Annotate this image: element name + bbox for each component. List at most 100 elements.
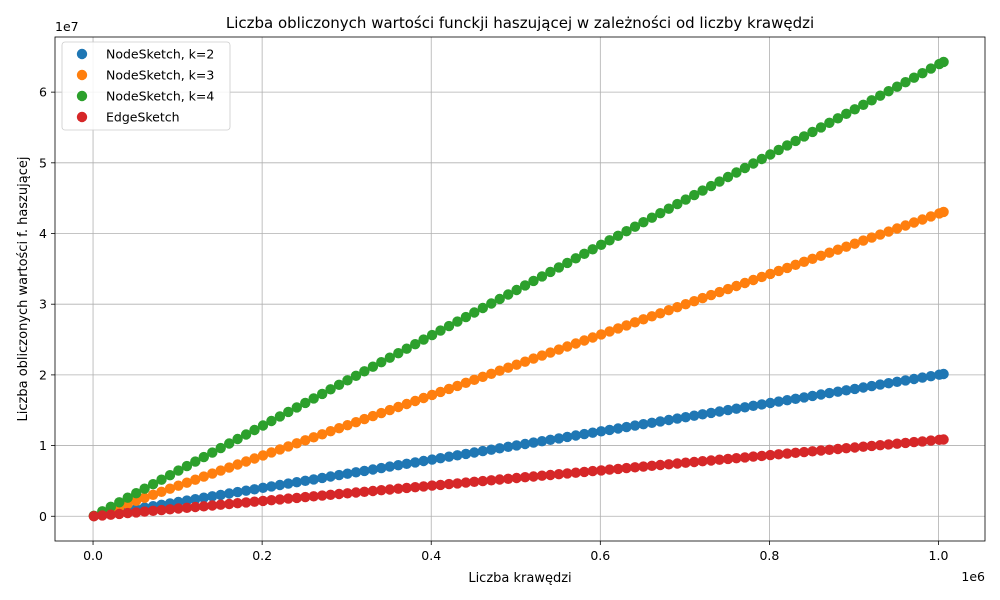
data-point — [300, 397, 311, 409]
data-point — [147, 479, 159, 490]
data-point — [562, 257, 573, 269]
data-point — [832, 113, 844, 124]
data-point — [426, 389, 438, 401]
data-point — [503, 441, 514, 452]
data-point — [629, 462, 641, 473]
data-point — [486, 475, 497, 486]
data-point — [486, 368, 497, 379]
data-point — [875, 229, 886, 240]
data-point — [604, 424, 615, 436]
data-point — [798, 131, 810, 142]
data-point — [638, 217, 649, 228]
data-point — [317, 388, 328, 400]
data-point — [832, 443, 844, 455]
data-point — [655, 459, 666, 471]
data-point — [224, 462, 235, 473]
data-point — [410, 339, 421, 350]
data-point — [621, 226, 632, 237]
data-point — [426, 454, 438, 465]
data-point — [663, 414, 674, 426]
data-point — [460, 448, 472, 460]
data-point — [773, 396, 784, 407]
data-point — [257, 495, 269, 507]
data-point — [689, 296, 700, 307]
data-point — [249, 496, 260, 507]
data-point — [410, 395, 421, 407]
data-point — [587, 427, 598, 438]
data-point — [553, 262, 565, 273]
data-point — [469, 307, 480, 318]
data-point — [122, 507, 133, 519]
data-point — [765, 268, 776, 280]
data-point — [164, 470, 176, 481]
data-point — [426, 329, 438, 341]
data-point — [181, 495, 193, 506]
data-point — [452, 380, 463, 392]
data-point — [131, 507, 142, 518]
data-point — [384, 404, 395, 416]
x-tick-label: 0.8 — [759, 548, 779, 563]
data-point — [705, 289, 717, 301]
data-point — [841, 443, 852, 454]
data-point — [938, 206, 949, 218]
data-point — [908, 72, 920, 83]
data-point — [731, 453, 742, 464]
data-point — [435, 479, 446, 491]
data-point — [266, 495, 277, 506]
data-point — [240, 485, 252, 496]
data-point — [748, 274, 759, 286]
plot-frame — [54, 36, 986, 542]
data-point — [359, 366, 370, 377]
data-point — [359, 465, 370, 477]
data-point — [832, 386, 844, 397]
data-point — [663, 459, 674, 470]
data-point — [705, 455, 717, 466]
data-point — [875, 90, 886, 101]
data-point — [105, 509, 117, 520]
data-point — [317, 472, 328, 484]
data-point — [401, 458, 412, 469]
data-point — [291, 402, 302, 413]
data-point — [908, 217, 920, 228]
data-point — [756, 153, 767, 165]
data-point — [300, 491, 311, 503]
data-point — [257, 450, 269, 461]
data-point — [731, 280, 742, 292]
data-point — [519, 356, 531, 367]
data-point — [604, 464, 615, 475]
data-point — [545, 266, 556, 278]
data-point — [443, 320, 455, 332]
data-point — [900, 220, 911, 231]
data-point — [790, 259, 801, 270]
data-point — [553, 433, 565, 444]
data-point — [477, 302, 488, 314]
y-axis-label: Liczba obliczonych wartości f. haszujące… — [16, 157, 31, 422]
data-point — [494, 474, 505, 485]
data-point — [587, 244, 598, 255]
data-point — [579, 248, 590, 259]
data-point — [198, 492, 209, 503]
data-point — [765, 397, 776, 409]
data-point — [308, 432, 319, 443]
data-point — [325, 384, 336, 395]
data-point — [443, 478, 455, 490]
data-point — [435, 325, 446, 336]
data-point — [511, 284, 522, 296]
x-tick-label: 0.2 — [252, 548, 272, 563]
data-point — [765, 149, 776, 160]
data-point — [266, 415, 277, 427]
data-point — [866, 95, 877, 106]
data-point — [938, 56, 949, 68]
data-point — [714, 454, 725, 465]
data-point — [511, 472, 522, 484]
data-point — [596, 329, 607, 340]
data-point — [503, 289, 514, 300]
data-point — [511, 359, 522, 370]
data-point — [765, 449, 776, 461]
data-point — [756, 271, 767, 283]
data-point — [858, 235, 869, 246]
data-point — [190, 494, 201, 505]
data-point — [731, 403, 742, 414]
y-tick-label: 6 — [39, 85, 47, 100]
data-point — [418, 392, 429, 404]
